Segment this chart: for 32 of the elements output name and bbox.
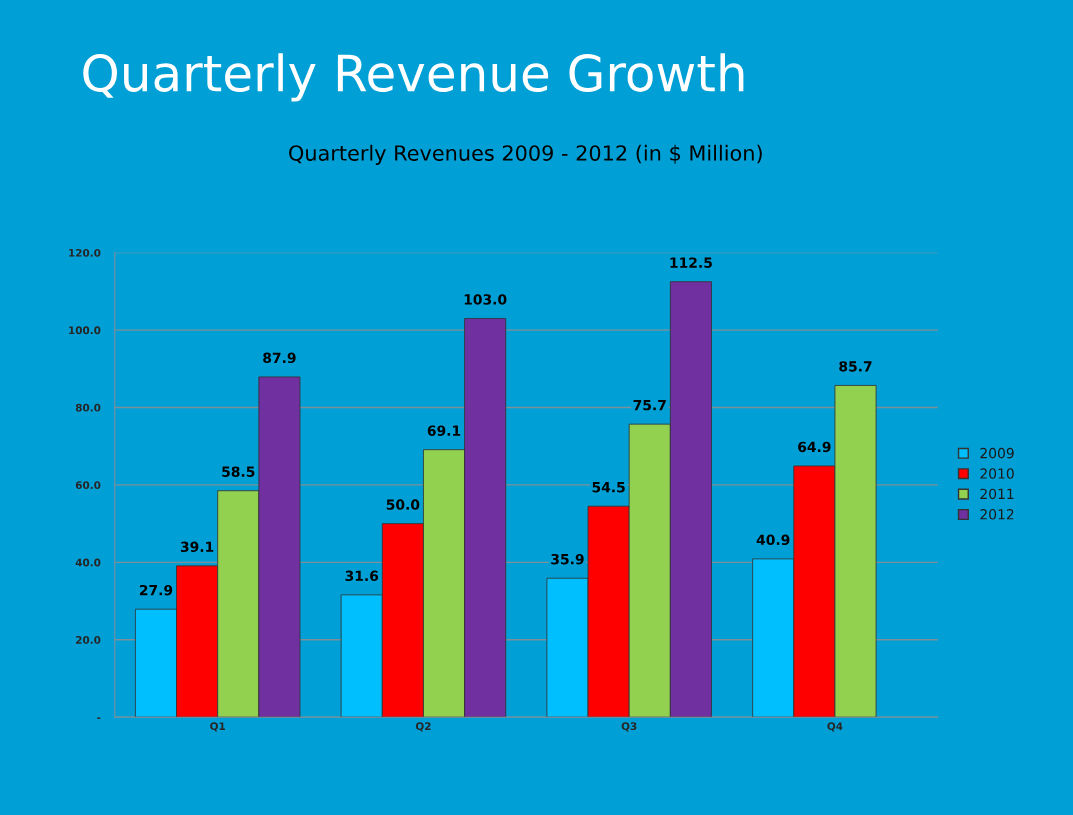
- data-label: 103.0: [464, 294, 507, 305]
- legend-label: 2012: [980, 509, 1014, 520]
- y-tick-label: 40.0: [75, 558, 101, 567]
- y-tick-label: 100.0: [69, 326, 101, 335]
- data-label: 58.5: [222, 466, 255, 477]
- data-label: 40.9: [756, 534, 790, 546]
- x-tick-label: Q2: [415, 722, 431, 732]
- y-tick-label: -: [97, 717, 101, 719]
- data-label: 39.1: [180, 541, 214, 553]
- data-label: 112.5: [670, 257, 712, 268]
- x-tick-label: Q1: [210, 722, 226, 732]
- chart-subtitle: Quarterly Revenues 2009 - 2012 (in $ Million): [289, 144, 762, 165]
- chart-title: Quarterly Revenue Growth: [83, 53, 744, 102]
- y-tick-label: 120.0: [69, 248, 101, 257]
- x-tick-label: Q3: [621, 722, 637, 732]
- data-label: 64.9: [798, 441, 831, 453]
- data-label: 85.7: [839, 361, 872, 372]
- data-label: 27.9: [139, 584, 173, 596]
- data-label: 69.1: [427, 425, 461, 436]
- x-tick-label: Q4: [827, 722, 843, 732]
- legend-label: 2009: [980, 447, 1014, 459]
- legend-label: 2011: [980, 488, 1014, 500]
- y-tick-label: 60.0: [75, 481, 101, 490]
- legend-label: 2010: [980, 468, 1014, 479]
- data-label: 35.9: [551, 553, 584, 565]
- y-tick-label: 80.0: [75, 403, 101, 412]
- data-label: 75.7: [633, 400, 666, 411]
- data-label: 31.6: [345, 570, 379, 582]
- data-label: 50.0: [386, 499, 420, 510]
- data-label: 54.5: [592, 482, 625, 493]
- data-label: 87.9: [263, 352, 296, 364]
- y-tick-label: 20.0: [76, 636, 101, 644]
